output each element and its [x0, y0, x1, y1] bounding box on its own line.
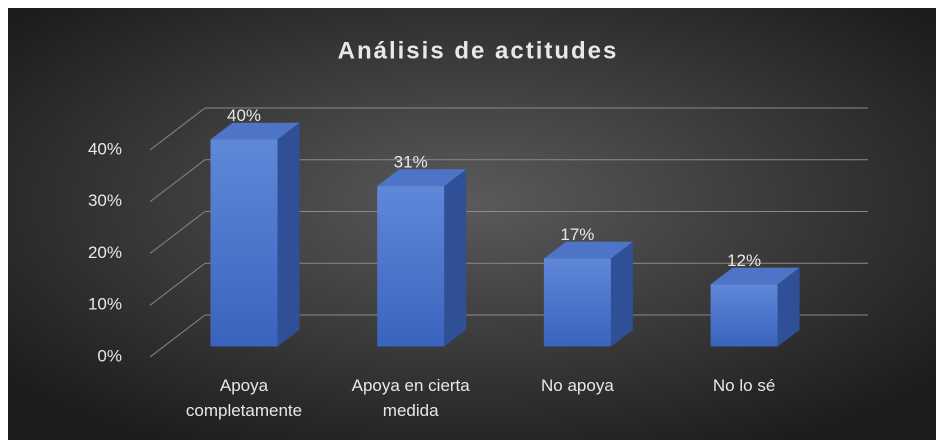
y-tick-label: 0% — [97, 346, 122, 365]
grid-line — [149, 211, 206, 254]
bar-front — [543, 258, 611, 347]
chart-background — [8, 8, 936, 440]
data-label: 40% — [227, 106, 261, 125]
bar — [210, 122, 300, 347]
x-tick-label: Apoya completamente — [185, 376, 303, 420]
bar-side — [444, 169, 467, 347]
data-label: 31% — [394, 153, 428, 172]
y-tick-label: 20% — [88, 243, 122, 262]
grid-line — [149, 262, 206, 306]
bar-side — [777, 267, 800, 347]
bar-top — [377, 169, 467, 187]
chart-title: Análisis de actitudes — [338, 37, 619, 64]
grid-line — [149, 314, 206, 358]
y-tick-label: 10% — [88, 295, 122, 314]
bar-side — [277, 122, 300, 347]
data-label: 12% — [727, 251, 761, 270]
data-label: 17% — [560, 225, 594, 244]
grid-line — [149, 107, 206, 151]
y-tick-label: 40% — [88, 139, 122, 158]
bar — [710, 267, 800, 347]
y-tick-label: 30% — [88, 191, 122, 210]
bar-top — [710, 267, 800, 285]
bar-front — [210, 139, 278, 347]
grid-line — [149, 159, 206, 203]
bar-top — [210, 122, 300, 140]
bar-top — [543, 241, 633, 259]
bar — [377, 169, 467, 347]
bar — [543, 241, 633, 347]
bar-front — [710, 284, 778, 347]
bar-front — [377, 186, 445, 347]
x-tick-label: No apoya — [541, 376, 614, 395]
bar-side — [610, 241, 633, 347]
x-tick-label: Apoya en cierta medida — [351, 376, 470, 420]
x-tick-label: No lo sé — [712, 376, 776, 395]
